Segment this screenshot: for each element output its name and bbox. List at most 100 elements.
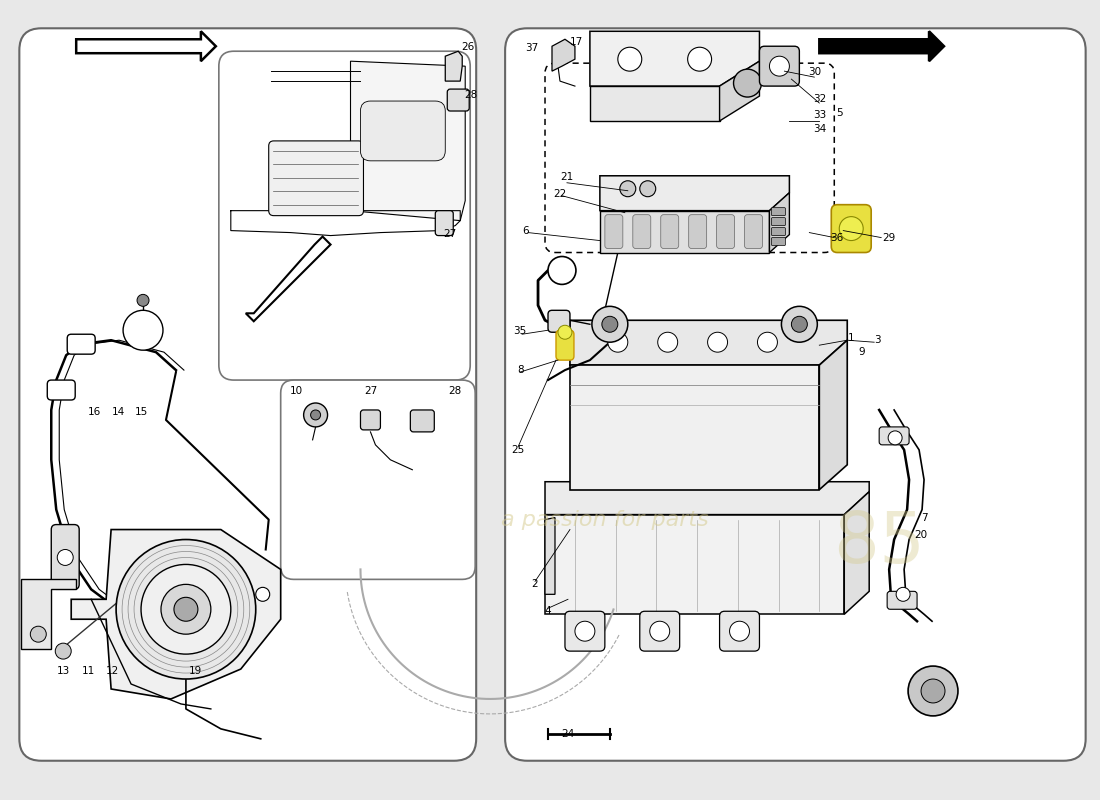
- Circle shape: [304, 403, 328, 427]
- Text: 9: 9: [858, 347, 865, 357]
- Polygon shape: [820, 31, 944, 61]
- Circle shape: [55, 643, 72, 659]
- Text: 28: 28: [464, 90, 477, 100]
- Text: 17: 17: [570, 38, 584, 47]
- FancyBboxPatch shape: [268, 141, 363, 216]
- FancyBboxPatch shape: [448, 89, 470, 111]
- Text: 4: 4: [544, 606, 551, 616]
- Polygon shape: [544, 518, 556, 594]
- Circle shape: [31, 626, 46, 642]
- Circle shape: [688, 47, 712, 71]
- Text: 7: 7: [921, 513, 927, 522]
- Text: 36: 36: [830, 233, 844, 242]
- Polygon shape: [570, 365, 820, 490]
- FancyBboxPatch shape: [556, 330, 574, 360]
- Polygon shape: [446, 51, 462, 81]
- FancyBboxPatch shape: [771, 228, 785, 235]
- Text: 27: 27: [443, 229, 456, 238]
- FancyBboxPatch shape: [689, 214, 706, 249]
- Polygon shape: [590, 31, 759, 86]
- Polygon shape: [600, 176, 790, 210]
- FancyBboxPatch shape: [719, 611, 759, 651]
- FancyBboxPatch shape: [361, 101, 446, 161]
- FancyBboxPatch shape: [832, 205, 871, 253]
- Circle shape: [734, 69, 761, 97]
- Circle shape: [548, 257, 576, 285]
- FancyBboxPatch shape: [745, 214, 762, 249]
- FancyBboxPatch shape: [436, 210, 453, 235]
- FancyBboxPatch shape: [759, 46, 800, 86]
- Text: 15: 15: [134, 407, 147, 417]
- Text: 29: 29: [882, 233, 895, 242]
- Circle shape: [117, 539, 255, 679]
- Circle shape: [138, 294, 148, 306]
- Circle shape: [57, 550, 74, 566]
- Polygon shape: [21, 579, 76, 649]
- Text: 10: 10: [290, 386, 304, 396]
- FancyBboxPatch shape: [548, 310, 570, 332]
- Text: 30: 30: [807, 67, 821, 77]
- Polygon shape: [719, 61, 759, 121]
- Text: 21: 21: [560, 172, 573, 182]
- FancyBboxPatch shape: [632, 214, 651, 249]
- FancyBboxPatch shape: [879, 427, 909, 445]
- Circle shape: [650, 622, 670, 641]
- Polygon shape: [820, 340, 847, 490]
- Text: 14: 14: [111, 407, 124, 417]
- FancyBboxPatch shape: [565, 611, 605, 651]
- FancyBboxPatch shape: [771, 218, 785, 226]
- Text: 27: 27: [364, 386, 377, 396]
- Circle shape: [781, 306, 817, 342]
- Polygon shape: [245, 237, 331, 322]
- FancyBboxPatch shape: [605, 214, 623, 249]
- FancyBboxPatch shape: [410, 410, 435, 432]
- Text: 8: 8: [517, 365, 524, 375]
- Polygon shape: [590, 86, 719, 121]
- FancyBboxPatch shape: [661, 214, 679, 249]
- Circle shape: [602, 316, 618, 332]
- Text: 11: 11: [81, 666, 95, 676]
- Text: 34: 34: [813, 124, 826, 134]
- Polygon shape: [570, 320, 847, 365]
- Text: 6: 6: [521, 226, 528, 235]
- Text: 13: 13: [56, 666, 70, 676]
- Polygon shape: [72, 530, 280, 699]
- Polygon shape: [769, 193, 790, 253]
- FancyBboxPatch shape: [47, 380, 75, 400]
- FancyBboxPatch shape: [280, 380, 475, 579]
- Text: 26: 26: [462, 42, 475, 52]
- Circle shape: [161, 584, 211, 634]
- Circle shape: [769, 56, 790, 76]
- Text: a passion for parts: a passion for parts: [500, 510, 708, 530]
- FancyBboxPatch shape: [52, 525, 79, 590]
- Circle shape: [839, 217, 864, 241]
- Circle shape: [921, 679, 945, 703]
- Polygon shape: [76, 31, 216, 61]
- Polygon shape: [600, 210, 769, 253]
- Text: 5: 5: [836, 108, 843, 118]
- Text: 22: 22: [553, 189, 566, 198]
- Polygon shape: [544, 514, 845, 614]
- FancyBboxPatch shape: [67, 334, 96, 354]
- Text: 16: 16: [88, 407, 101, 417]
- Circle shape: [729, 622, 749, 641]
- Circle shape: [791, 316, 807, 332]
- FancyBboxPatch shape: [20, 28, 476, 761]
- Polygon shape: [544, 482, 869, 514]
- Circle shape: [558, 326, 572, 339]
- Text: 35: 35: [514, 326, 527, 336]
- Circle shape: [758, 332, 778, 352]
- Circle shape: [658, 332, 678, 352]
- Text: 85: 85: [833, 509, 925, 578]
- Text: 25: 25: [512, 445, 525, 455]
- Text: 24: 24: [561, 729, 574, 739]
- FancyBboxPatch shape: [361, 410, 381, 430]
- Text: 33: 33: [813, 110, 826, 120]
- Circle shape: [141, 565, 231, 654]
- Circle shape: [888, 431, 902, 445]
- Circle shape: [618, 47, 641, 71]
- Circle shape: [619, 181, 636, 197]
- Text: 37: 37: [526, 43, 539, 54]
- Circle shape: [310, 410, 320, 420]
- Circle shape: [123, 310, 163, 350]
